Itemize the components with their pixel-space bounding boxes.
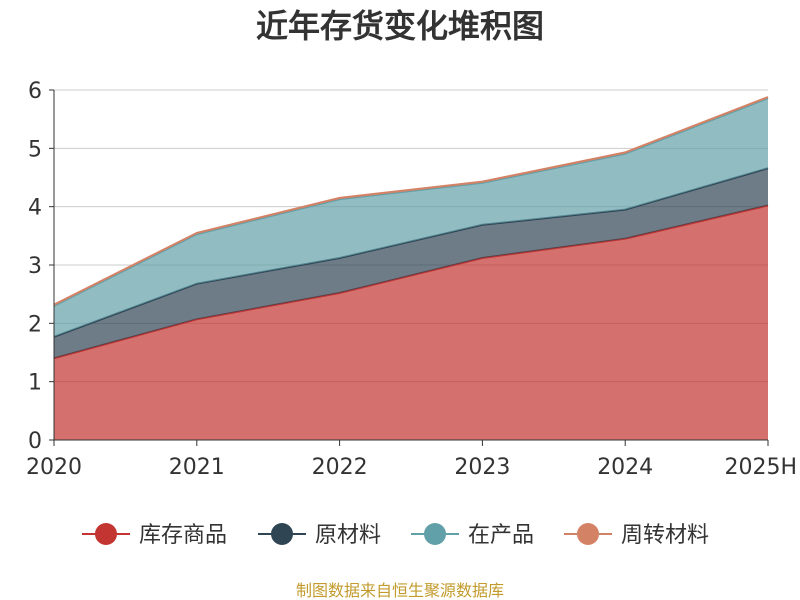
area-1 <box>54 205 768 440</box>
legend-marker-icon <box>95 523 117 545</box>
legend-label: 周转材料 <box>621 523 709 548</box>
legend-item-3[interactable]: 在产品 <box>411 523 534 548</box>
plot-area <box>53 96 769 440</box>
x-tick-label: 2023 <box>454 455 510 480</box>
legend-label: 在产品 <box>468 523 534 548</box>
y-tick-label: 6 <box>28 79 42 104</box>
legend-label: 库存商品 <box>139 523 227 548</box>
y-tick-label: 1 <box>28 371 42 396</box>
legend-marker-icon <box>271 523 293 545</box>
legend-marker-icon <box>577 523 599 545</box>
x-tick-label: 2022 <box>312 455 368 480</box>
area-3 <box>54 98 768 337</box>
legend-item-4[interactable]: 周转材料 <box>564 523 709 548</box>
x-tick-label: 2021 <box>169 455 225 480</box>
legend[interactable]: 库存商品 原材料 在产品 周转材料 <box>82 523 709 548</box>
legend-label: 原材料 <box>315 523 381 548</box>
series-line-4 <box>53 96 769 306</box>
y-tick-label: 5 <box>28 137 42 162</box>
y-tick-label: 3 <box>28 254 42 279</box>
x-tick-label: 2025H <box>724 455 797 480</box>
legend-item-2[interactable]: 原材料 <box>258 523 381 548</box>
area-2 <box>54 168 768 359</box>
y-tick-label: 0 <box>28 429 42 454</box>
x-tick-label: 2024 <box>597 455 653 480</box>
x-tick-label: 2020 <box>26 455 82 480</box>
chart-title: 近年存货变化堆积图 <box>256 7 544 45</box>
axes: 0 1 2 3 4 5 6 2020 2021 2022 2023 2024 2025H <box>26 79 797 480</box>
legend-marker-icon <box>424 523 446 545</box>
y-tick-label: 2 <box>28 312 42 337</box>
y-tick-label: 4 <box>28 196 42 221</box>
data-source-note: 制图数据来自恒生聚源数据库 <box>296 581 504 600</box>
legend-item-1[interactable]: 库存商品 <box>82 523 227 548</box>
